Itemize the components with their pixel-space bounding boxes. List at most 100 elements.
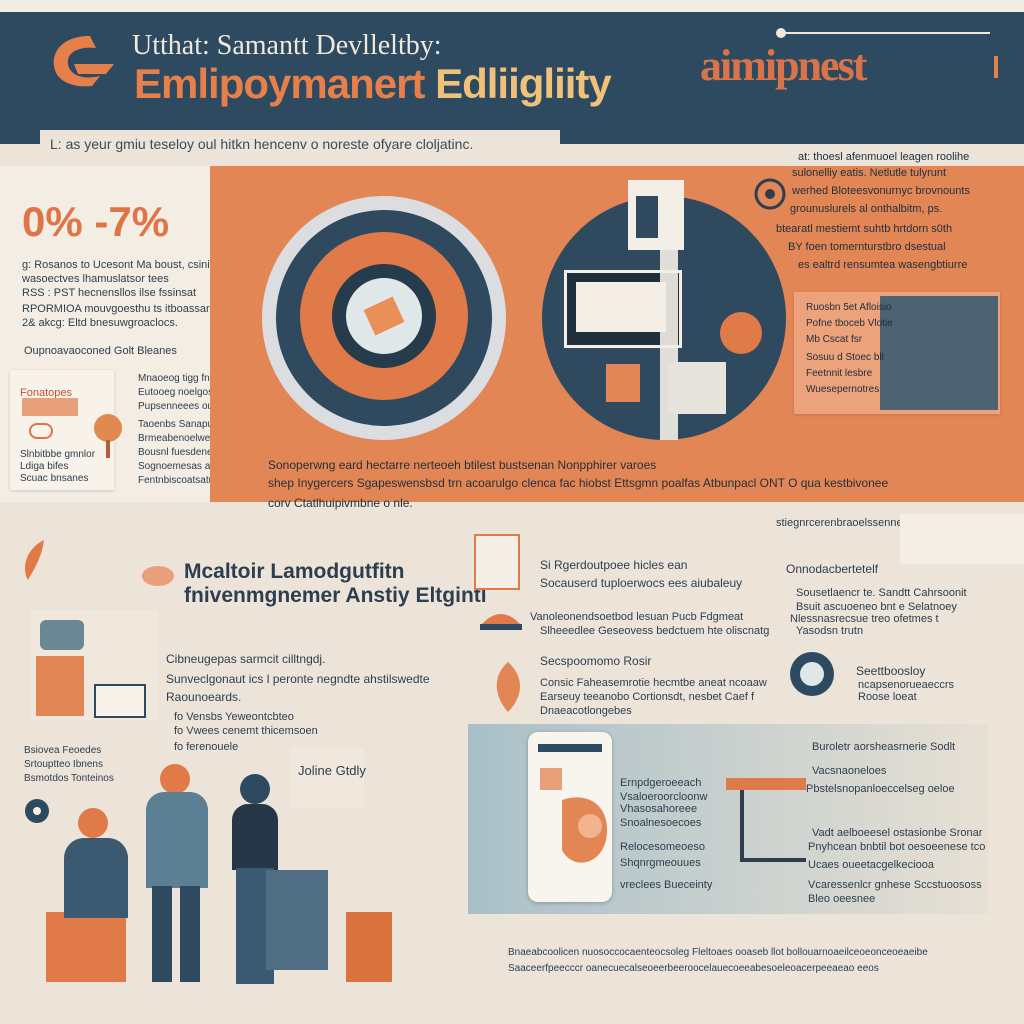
mid-line2: Consic Faheasemrotie hecmtbe aneat ncoaa…: [540, 677, 767, 689]
left-line: Cibneugepas sarmcit cilltngdj.: [166, 652, 326, 666]
person-head: [78, 808, 108, 838]
device-orange-block: [36, 656, 84, 716]
band-text-line: BY foen tomernturstbro dsestual: [788, 241, 946, 253]
footer-line: Saaceerfpeecccr oanecuecalseoeerbeerooce…: [508, 963, 879, 974]
side-line: Mnaoeog tigg fnes: [138, 373, 221, 384]
side-line: Fentnbiscoatsatur: [138, 475, 218, 486]
panel-left-line: Ernpdgeroeeach: [620, 777, 702, 789]
stat-caption: Oupnoavaoconed Golt Bleanes: [24, 345, 177, 357]
header-subtitle: Utthat: Samantt Devlleltby:: [132, 30, 442, 61]
left-line: fo Vwees cenemt thicemsoen: [174, 725, 318, 737]
desk-top: [726, 778, 806, 790]
stat-line: wasoectves lhamuslatsor tees: [22, 273, 169, 285]
left-line: fo ferenouele: [174, 741, 239, 753]
tagline-text: L: as yeur gmiu teseloy oul hitkn hencen…: [50, 136, 474, 152]
left-line: fo Vensbs Yeweontcbteo: [174, 711, 294, 723]
stat-line: RPORMIOA mouvgoesthu ts itboassar: [22, 303, 210, 315]
card-bar: [22, 398, 78, 416]
band-card-photo: [880, 296, 998, 410]
hat-icon: [480, 614, 522, 630]
band-text-line: werhed Bloteesvonurnyc brovnounts: [792, 185, 970, 197]
right-sub2: Roose loeat: [858, 691, 917, 703]
left-line: Raounoeards.: [166, 690, 242, 704]
panel-right-line: Pbstelsnopanloeccelseg oeloe: [806, 783, 955, 795]
footer-line: Bnaeabcoolicen nuosoccocaenteocsoleg Fle…: [508, 947, 928, 958]
right-sub: Seettboosloy: [856, 664, 926, 678]
orange-figure-icon: [94, 414, 122, 458]
chat-bubble-icon: [25, 799, 49, 823]
panel-left-line: Shqnrgmeouues: [620, 857, 701, 869]
phone-header: [538, 744, 602, 752]
right-line: Yasodsn trutn: [796, 625, 864, 637]
phone-tile: [540, 768, 562, 790]
speech-text: Joline Gtdly: [298, 763, 366, 778]
panel-right-line: Pnyhcean bnbtil bot oesoeenese tco: [808, 841, 986, 853]
panel-right-line: Vacsnaoneloes: [812, 765, 887, 777]
card-label: Fonatopes: [20, 387, 72, 399]
person-leg: [180, 886, 200, 982]
band-text-line: btearatl mestiemt suhtb hrtdorn s0th: [776, 223, 953, 235]
mid-heading: Si Rgerdoutpoee hicles ean: [540, 558, 688, 572]
panel-right-line: Buroletr aorsheasrnerie Sodlt: [812, 741, 956, 753]
right-line: Nlessnasrecsue treo ofetmes t: [790, 613, 939, 625]
logo-swirl-icon: [53, 36, 114, 87]
mid-line2: Earseuy teeanobo Cortionsdt, nesbet Caef…: [540, 691, 755, 703]
phone-graphic-icon: [562, 797, 608, 863]
desk-base: [740, 858, 806, 862]
mid-sub2: Secspoomomo Rosir: [540, 654, 652, 668]
header-top-strip: [0, 0, 1024, 12]
header-line: [780, 32, 990, 34]
person-body: [232, 804, 278, 870]
mid-line2: Dnaeacotlongebes: [540, 705, 632, 717]
tagline-strip: [40, 130, 560, 164]
band-card-line: Feetnnit lesbre: [806, 368, 873, 379]
header-mark: [994, 56, 998, 78]
side-line: Taoenbs Sanapuve: [138, 419, 224, 430]
card-item: Scuac bnsanes: [20, 473, 89, 484]
band-text-line: sulonelliy eatis. Netlutle tulyrunt: [792, 167, 947, 179]
band-card-line: Wuesepernotres: [806, 384, 880, 395]
right-line: Bsuit ascuoeneo bnt e Selatnoey: [796, 601, 957, 613]
right-line: Sousetlaencr te. Sandtt Cahrsoonit: [796, 587, 967, 599]
panel-right-line: Bleo oeesnee: [808, 893, 876, 905]
lens-icon: [363, 296, 405, 336]
section-heading: Mcaltoir Lamodgutfitn fnivenmgnemer Ansti…: [184, 560, 487, 608]
header-banner: [0, 12, 1024, 144]
panel-right-line: Ucaes oueetacgelkeciooa: [808, 859, 934, 871]
doc-icon: [474, 534, 520, 590]
panel-left-line: Vsaloeroorcloonw: [620, 791, 708, 803]
title-main: Emlipoymanert: [134, 60, 436, 107]
side-line: Bousnl fuesdenes: [138, 447, 218, 458]
printer: [266, 870, 328, 970]
side-line: Brmeabenoelwent: [138, 433, 219, 444]
leaf-icon: [25, 540, 44, 580]
right-heading: Onnodacbertetelf: [786, 562, 879, 576]
cloud-icon: [142, 566, 174, 586]
band-card-line: Pofne tboceb Vlotie: [806, 318, 893, 329]
cart: [346, 912, 392, 982]
left-small: Bsiovea Feoedes: [24, 745, 102, 756]
band-text-line: es ealtrd rensumtea wasengbtiurre: [798, 259, 968, 271]
panel-right-line: Vcaressenlcr gnhese Sccstuoososs: [808, 879, 982, 891]
side-line: Sognoemesas aeud: [138, 461, 227, 472]
stat-line: RSS : PST hecnensllos ilse fssinsat: [22, 287, 197, 299]
side-line: Pupsenneees ouge: [138, 401, 225, 412]
card-item: Slnbitbbe gmnlor: [20, 449, 96, 460]
device-screen: [94, 684, 146, 718]
section-heading-line: fnivenmgnemer Anstiy Eltgintl: [184, 584, 487, 607]
left-small: Bsmotdos Tonteinos: [24, 773, 114, 784]
panel-left-line: vreclees Bueceinty: [620, 879, 713, 891]
card-shape-icon: [29, 423, 53, 439]
screen-card-icon: [636, 196, 658, 238]
cabinet: [668, 362, 726, 414]
band-caption: Sonoperwng eard hectarre nerteoeh btiles…: [268, 458, 657, 472]
orange-splash-icon: [496, 662, 520, 712]
header-badge: aimipnest: [700, 41, 867, 90]
mid-sub: Socauserd tuploerwocs ees aiubaleuy: [540, 576, 743, 590]
person-body: [64, 838, 128, 918]
stat-line: g: Rosanos to Ucesont Ma boust, csinil: [22, 259, 213, 271]
orange-lamp: [720, 312, 762, 354]
card-item: Ldiga bifes: [20, 461, 69, 472]
band-text-line: grounuslurels al onthalbitm, ps.: [790, 203, 943, 215]
title-tail: Edliigliity: [435, 60, 612, 107]
